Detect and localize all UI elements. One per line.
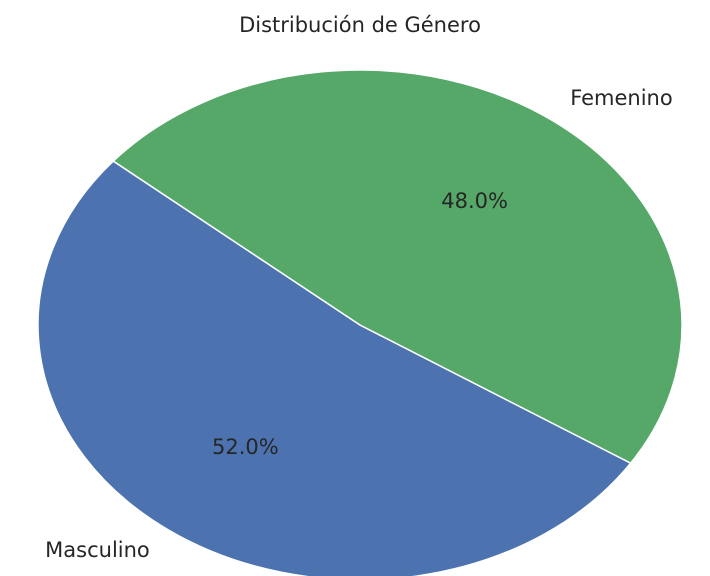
pie-slice bbox=[112, 69, 683, 465]
value-label: 52.0% bbox=[212, 435, 279, 459]
slice-label: Masculino bbox=[45, 538, 150, 562]
value-label: 48.0% bbox=[441, 189, 508, 213]
chart-title: Distribución de Género bbox=[239, 13, 481, 37]
slice-label: Femenino bbox=[570, 86, 673, 110]
pie-slice bbox=[37, 160, 632, 576]
